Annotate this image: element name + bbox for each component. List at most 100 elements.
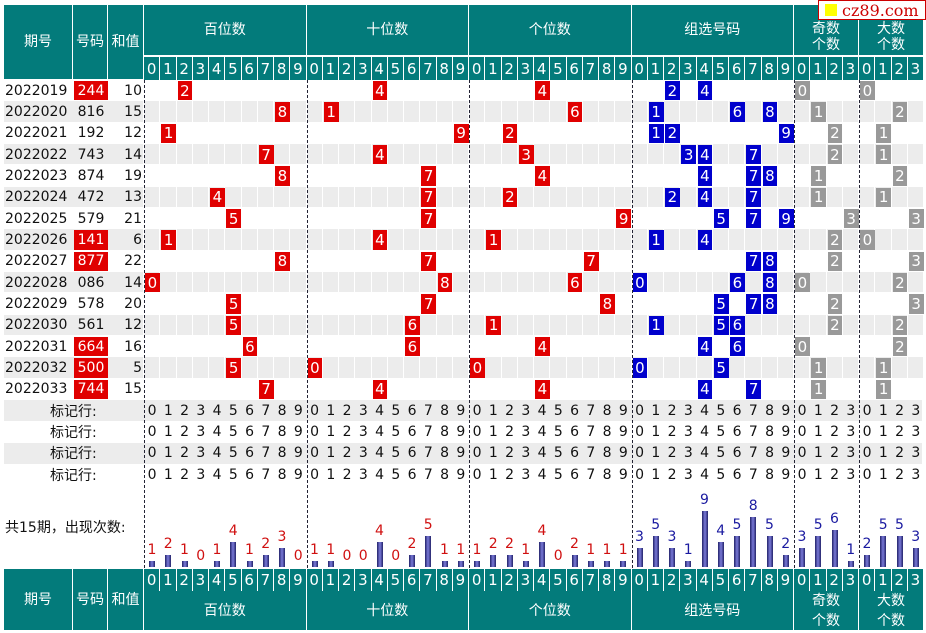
marker-digit[interactable]: 1 — [878, 423, 888, 440]
marker-digit[interactable]: 2 — [505, 423, 515, 440]
marker-digit[interactable]: 0 — [797, 466, 807, 483]
marker-digit[interactable]: 4 — [537, 466, 547, 483]
marker-digit[interactable]: 2 — [895, 445, 905, 462]
marker-digit[interactable]: 1 — [651, 423, 661, 440]
marker-digit[interactable]: 5 — [716, 445, 726, 462]
marker-digit[interactable]: 6 — [570, 402, 580, 419]
marker-digit[interactable]: 4 — [700, 445, 710, 462]
marker-digit[interactable]: 5 — [228, 445, 238, 462]
marker-digit[interactable]: 3 — [911, 402, 921, 419]
marker-digit[interactable]: 3 — [196, 466, 206, 483]
marker-digit[interactable]: 3 — [683, 466, 693, 483]
marker-digit[interactable]: 3 — [846, 423, 856, 440]
marker-digit[interactable]: 4 — [375, 445, 385, 462]
marker-digit[interactable]: 5 — [553, 402, 563, 419]
marker-digit[interactable]: 3 — [196, 402, 206, 419]
marker-digit[interactable]: 3 — [358, 423, 368, 440]
marker-digit[interactable]: 8 — [765, 423, 775, 440]
marker-digit[interactable]: 5 — [716, 466, 726, 483]
marker-digit[interactable]: 0 — [797, 423, 807, 440]
marker-digit[interactable]: 4 — [212, 466, 222, 483]
marker-digit[interactable]: 3 — [846, 445, 856, 462]
marker-digit[interactable]: 7 — [586, 423, 596, 440]
marker-digit[interactable]: 8 — [602, 445, 612, 462]
marker-digit[interactable]: 5 — [228, 402, 238, 419]
marker-digit[interactable]: 0 — [147, 423, 157, 440]
marker-digit[interactable]: 1 — [488, 445, 498, 462]
marker-digit[interactable]: 0 — [310, 423, 320, 440]
marker-digit[interactable]: 6 — [407, 445, 417, 462]
marker-digit[interactable]: 5 — [553, 466, 563, 483]
marker-digit[interactable]: 7 — [423, 402, 433, 419]
marker-digit[interactable]: 6 — [570, 423, 580, 440]
marker-digit[interactable]: 3 — [846, 402, 856, 419]
marker-digit[interactable]: 2 — [667, 402, 677, 419]
marker-digit[interactable]: 2 — [180, 445, 190, 462]
marker-digit[interactable]: 8 — [765, 402, 775, 419]
marker-digit[interactable]: 8 — [602, 402, 612, 419]
marker-digit[interactable]: 2 — [667, 445, 677, 462]
marker-digit[interactable]: 4 — [212, 445, 222, 462]
marker-digit[interactable]: 0 — [635, 445, 645, 462]
marker-digit[interactable]: 9 — [781, 445, 791, 462]
marker-digit[interactable]: 8 — [440, 402, 450, 419]
marker-digit[interactable]: 1 — [488, 402, 498, 419]
marker-digit[interactable]: 5 — [716, 423, 726, 440]
marker-digit[interactable]: 3 — [521, 445, 531, 462]
marker-digit[interactable]: 4 — [537, 402, 547, 419]
marker-digit[interactable]: 0 — [472, 402, 482, 419]
marker-digit[interactable]: 8 — [440, 423, 450, 440]
marker-digit[interactable]: 2 — [180, 402, 190, 419]
marker-digit[interactable]: 8 — [440, 466, 450, 483]
marker-digit[interactable]: 3 — [358, 466, 368, 483]
marker-digit[interactable]: 0 — [797, 402, 807, 419]
marker-digit[interactable]: 2 — [505, 445, 515, 462]
marker-digit[interactable]: 4 — [212, 402, 222, 419]
marker-digit[interactable]: 0 — [635, 402, 645, 419]
marker-digit[interactable]: 4 — [375, 423, 385, 440]
marker-digit[interactable]: 7 — [261, 466, 271, 483]
marker-digit[interactable]: 9 — [293, 466, 303, 483]
marker-digit[interactable]: 3 — [683, 423, 693, 440]
marker-digit[interactable]: 0 — [147, 402, 157, 419]
marker-digit[interactable]: 4 — [537, 445, 547, 462]
marker-digit[interactable]: 8 — [602, 423, 612, 440]
marker-digit[interactable]: 7 — [748, 466, 758, 483]
marker-digit[interactable]: 6 — [732, 445, 742, 462]
marker-digit[interactable]: 1 — [326, 402, 336, 419]
marker-digit[interactable]: 0 — [862, 402, 872, 419]
marker-digit[interactable]: 5 — [228, 423, 238, 440]
marker-digit[interactable]: 2 — [830, 423, 840, 440]
marker-digit[interactable]: 9 — [781, 423, 791, 440]
marker-digit[interactable]: 4 — [537, 423, 547, 440]
marker-digit[interactable]: 7 — [586, 445, 596, 462]
marker-digit[interactable]: 7 — [748, 445, 758, 462]
marker-digit[interactable]: 0 — [310, 402, 320, 419]
marker-digit[interactable]: 9 — [618, 423, 628, 440]
marker-digit[interactable]: 2 — [667, 423, 677, 440]
marker-digit[interactable]: 9 — [781, 402, 791, 419]
marker-digit[interactable]: 6 — [245, 402, 255, 419]
marker-digit[interactable]: 9 — [293, 423, 303, 440]
marker-digit[interactable]: 0 — [147, 466, 157, 483]
marker-digit[interactable]: 7 — [261, 402, 271, 419]
marker-digit[interactable]: 2 — [180, 466, 190, 483]
marker-digit[interactable]: 3 — [683, 445, 693, 462]
marker-digit[interactable]: 5 — [391, 423, 401, 440]
marker-digit[interactable]: 6 — [732, 402, 742, 419]
marker-digit[interactable]: 4 — [700, 466, 710, 483]
marker-digit[interactable]: 3 — [521, 466, 531, 483]
marker-digit[interactable]: 2 — [505, 466, 515, 483]
marker-digit[interactable]: 6 — [245, 423, 255, 440]
marker-digit[interactable]: 8 — [277, 445, 287, 462]
marker-digit[interactable]: 9 — [618, 466, 628, 483]
marker-digit[interactable]: 3 — [358, 445, 368, 462]
marker-digit[interactable]: 0 — [472, 445, 482, 462]
marker-digit[interactable]: 9 — [293, 445, 303, 462]
marker-digit[interactable]: 4 — [700, 423, 710, 440]
marker-digit[interactable]: 2 — [895, 402, 905, 419]
marker-digit[interactable]: 7 — [586, 466, 596, 483]
marker-digit[interactable]: 5 — [553, 423, 563, 440]
marker-digit[interactable]: 3 — [358, 402, 368, 419]
marker-digit[interactable]: 9 — [618, 402, 628, 419]
